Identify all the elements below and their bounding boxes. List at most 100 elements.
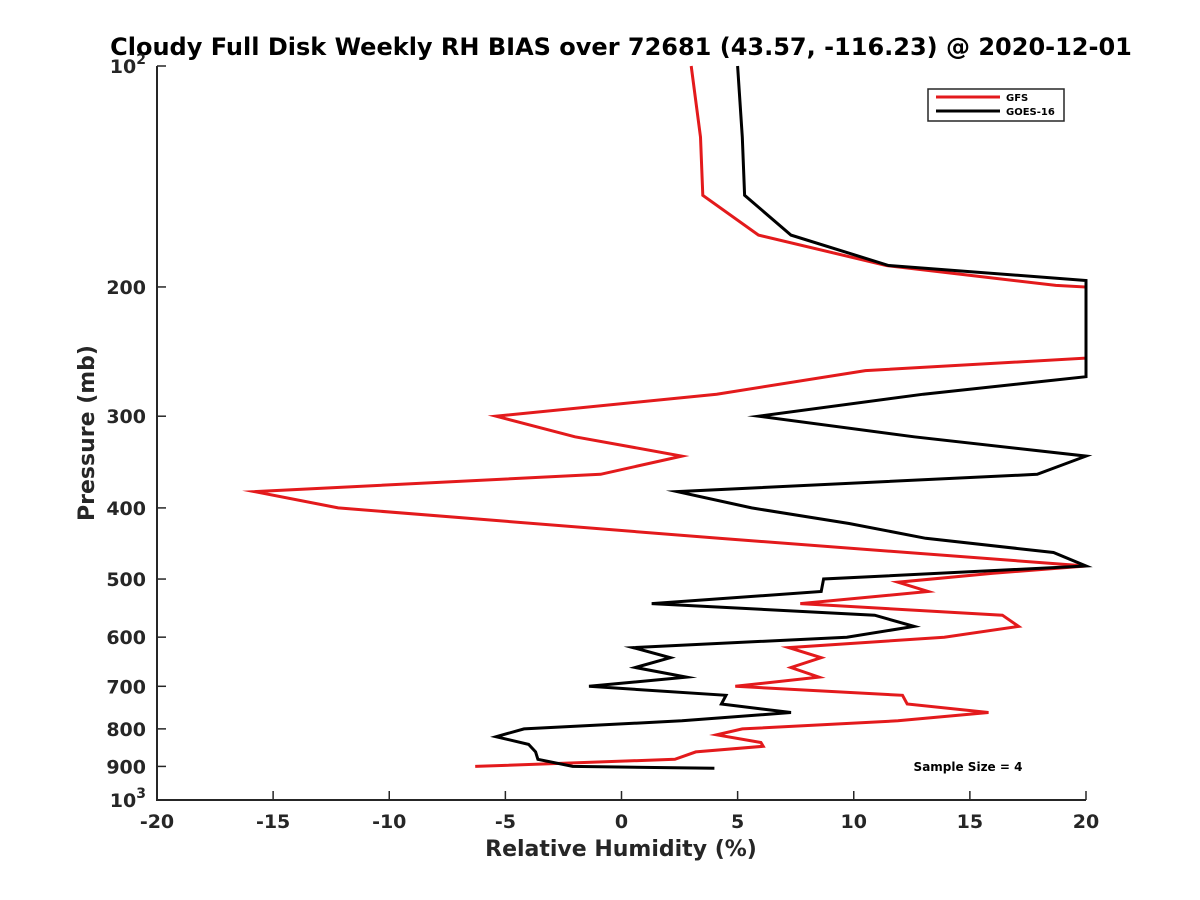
data-point-gfs-10 <box>496 416 497 417</box>
data-point-gfs-15 <box>338 507 339 508</box>
data-point-gfs-22 <box>1002 615 1003 616</box>
data-point-gfs-37 <box>763 746 764 747</box>
data-point-goes16-4 <box>888 265 889 266</box>
data-point-gfs-20 <box>928 591 929 592</box>
y-tick-label: 200 <box>106 277 146 299</box>
y-axis-label: Pressure (mb) <box>75 345 100 521</box>
x-tick-label: 0 <box>615 811 628 833</box>
data-point-goes16-31 <box>791 712 792 713</box>
data-point-gfs-35 <box>716 734 717 735</box>
plot-area <box>242 65 1093 770</box>
x-tick-label: 10 <box>841 811 867 833</box>
y-tick-label: 400 <box>106 498 146 520</box>
data-point-gfs-16 <box>719 538 720 539</box>
data-point-goes16-7 <box>923 394 924 395</box>
x-tick-label: -15 <box>256 811 290 833</box>
data-point-gfs-13 <box>600 474 601 475</box>
data-point-goes16-16 <box>1053 552 1054 553</box>
data-point-goes16-34 <box>496 736 497 737</box>
data-point-goes16-22 <box>914 626 915 627</box>
data-point-gfs-39 <box>674 759 675 760</box>
data-point-goes16-20 <box>651 603 652 604</box>
data-point-gfs-5 <box>1055 285 1056 286</box>
y-tick-label: 103 <box>110 786 146 812</box>
y-tick-label: 300 <box>106 406 146 428</box>
data-point-goes16-14 <box>849 523 850 524</box>
legend-label-goes16: GOES-16 <box>1006 107 1055 118</box>
data-point-gfs-38 <box>695 751 696 752</box>
data-point-gfs-9 <box>716 394 717 395</box>
data-point-goes16-11 <box>1037 474 1038 475</box>
data-point-goes16-32 <box>681 720 682 721</box>
data-point-gfs-30 <box>902 695 903 696</box>
data-point-goes16-36 <box>535 751 536 752</box>
data-point-goes16-39 <box>714 768 715 769</box>
data-point-goes16-19 <box>821 591 822 592</box>
data-point-goes16-21 <box>874 615 875 616</box>
data-point-goes16-15 <box>925 538 926 539</box>
data-point-goes16-6 <box>1086 376 1087 377</box>
data-point-gfs-33 <box>897 720 898 721</box>
data-point-goes16-9 <box>914 436 915 437</box>
x-tick-label: -20 <box>140 811 174 833</box>
chart-title: Cloudy Full Disk Weekly RH BIAS over 726… <box>110 33 1132 61</box>
sample-size-annotation: Sample Size = 4 <box>914 760 1023 774</box>
data-point-goes16-30 <box>721 704 722 705</box>
data-point-gfs-23 <box>1018 626 1019 627</box>
data-point-goes16-38 <box>572 766 573 767</box>
data-point-goes16-25 <box>670 657 671 658</box>
data-point-goes16-3 <box>791 235 792 236</box>
data-point-goes16-29 <box>726 695 727 696</box>
y-tick-label: 600 <box>106 627 146 649</box>
data-point-goes16-24 <box>633 647 634 648</box>
data-point-goes16-17 <box>1086 566 1087 567</box>
data-point-goes16-12 <box>677 491 678 492</box>
y-tick-label: 700 <box>106 676 146 698</box>
y-tick-label: 500 <box>106 569 146 591</box>
data-point-goes16-10 <box>1086 456 1087 457</box>
data-point-gfs-32 <box>988 712 989 713</box>
x-tick-label: 20 <box>1073 811 1099 833</box>
x-tick-label: 5 <box>731 811 744 833</box>
data-point-goes16-28 <box>589 686 590 687</box>
data-point-gfs-3 <box>758 235 759 236</box>
data-point-gfs-14 <box>254 491 255 492</box>
data-point-gfs-28 <box>818 677 819 678</box>
data-point-goes16-23 <box>846 637 847 638</box>
legend-box <box>927 88 1065 122</box>
y-tick-label: 102 <box>110 52 146 78</box>
data-point-gfs-1 <box>700 137 701 138</box>
data-point-gfs-18 <box>993 573 994 574</box>
x-axis-ticks: -20 -15 -10 -5 0 5 10 15 20 <box>140 791 1099 833</box>
y-tick-label: 900 <box>106 756 146 778</box>
data-point-goes16-33 <box>524 728 525 729</box>
data-point-gfs-24 <box>944 637 945 638</box>
data-point-gfs-34 <box>742 728 743 729</box>
data-point-goes16-27 <box>686 677 687 678</box>
data-point-goes16-8 <box>758 416 759 417</box>
series-line-gfs <box>242 65 1088 768</box>
data-point-gfs-31 <box>907 704 908 705</box>
x-tick-label: -10 <box>372 811 406 833</box>
legend: GFS GOES-16 <box>927 88 1065 122</box>
data-point-gfs-11 <box>575 436 576 437</box>
y-axis-ticks: 102 200 300 400 500 600 700 800 900 103 <box>106 52 166 812</box>
data-point-goes16-13 <box>751 507 752 508</box>
data-point-goes16-2 <box>744 195 745 196</box>
data-point-goes16-1 <box>742 137 743 138</box>
data-point-gfs-2 <box>702 195 703 196</box>
data-point-gfs-26 <box>821 657 822 658</box>
data-point-goes16-18 <box>823 579 824 580</box>
data-point-goes16-5 <box>1086 280 1087 281</box>
data-point-gfs-36 <box>760 742 761 743</box>
data-point-gfs-0 <box>691 66 692 67</box>
data-point-gfs-27 <box>791 667 792 668</box>
data-point-goes16-35 <box>528 744 529 745</box>
x-tick-label: -5 <box>495 811 516 833</box>
y-tick-label: 800 <box>106 719 146 741</box>
x-axis-label: Relative Humidity (%) <box>485 837 757 862</box>
data-point-gfs-21 <box>800 603 801 604</box>
data-point-gfs-25 <box>788 647 789 648</box>
data-point-goes16-37 <box>537 759 538 760</box>
